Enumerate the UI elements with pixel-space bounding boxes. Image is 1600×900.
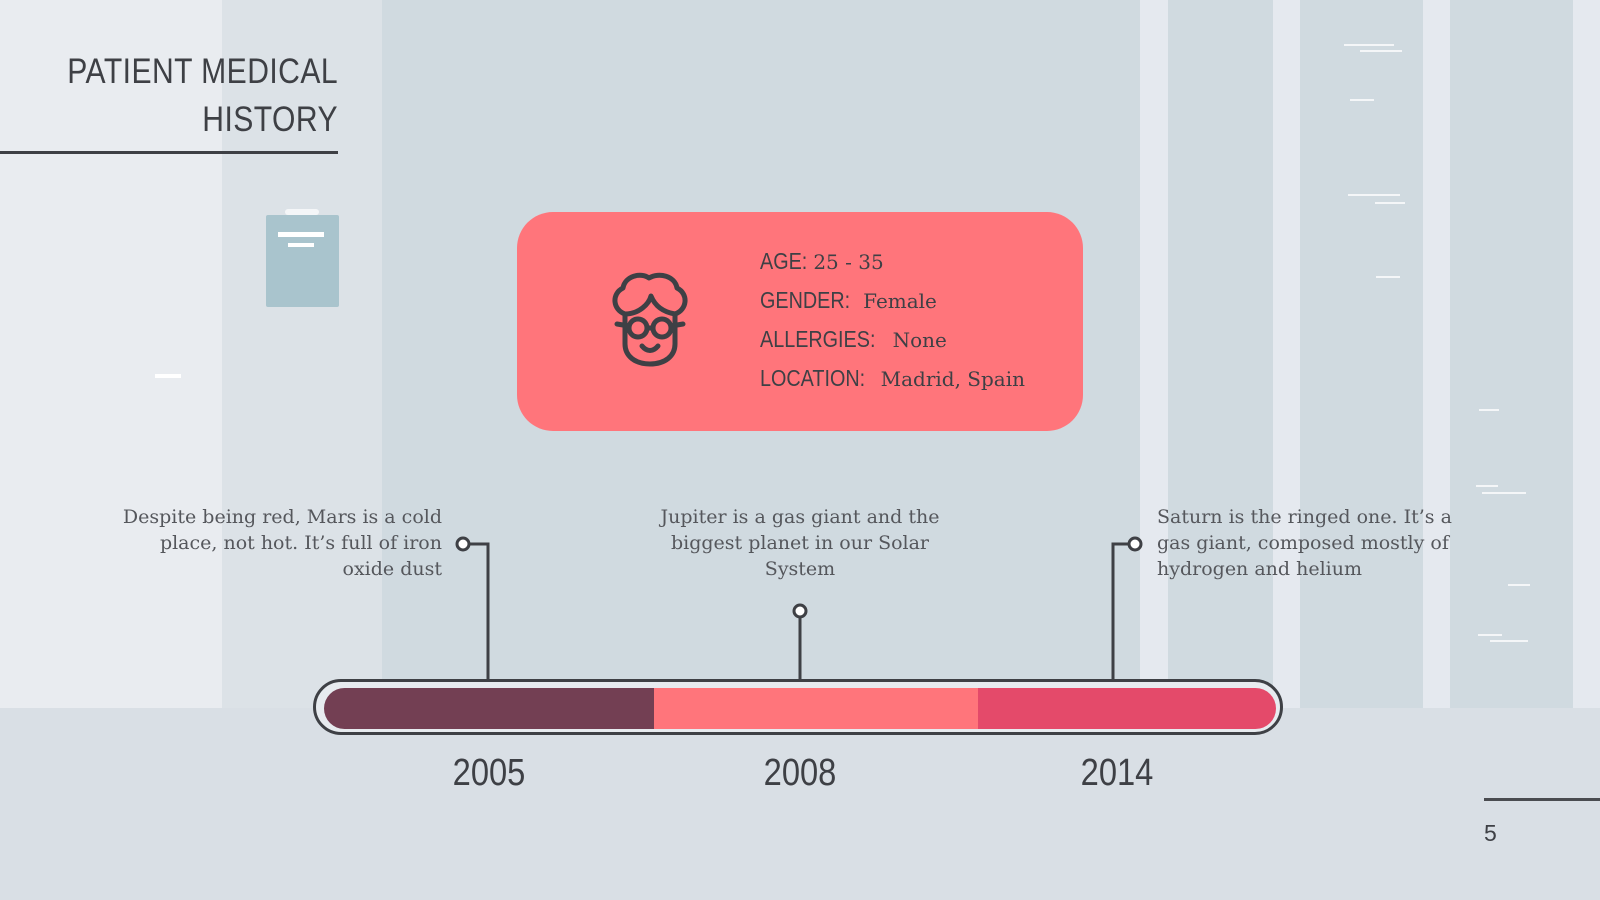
decorative-scratch <box>1344 44 1394 46</box>
field-value: Madrid, Spain <box>880 367 1026 391</box>
clipboard-clip <box>285 209 319 215</box>
connector-dot-2005 <box>455 536 471 552</box>
patient-age: AGE: 25 - 35 <box>760 242 1060 281</box>
decorative-scratch <box>1360 50 1402 52</box>
connector-dot-2014 <box>1127 536 1143 552</box>
timeline-year-2014: 2014 <box>1080 752 1154 794</box>
patient-info-card: AGE: 25 - 35 GENDER: Female ALLERGIES: N… <box>517 212 1083 431</box>
background-strip <box>1273 0 1300 708</box>
background-panel <box>1168 0 1273 708</box>
background-wall-left <box>0 0 222 708</box>
page-number-rule <box>1484 798 1600 801</box>
field-label: LOCATION: <box>760 365 866 391</box>
timeline-segment-2 <box>654 688 978 729</box>
decorative-scratch <box>1350 99 1374 101</box>
decorative-scratch <box>1482 492 1526 494</box>
clipboard-illustration <box>266 215 339 307</box>
background-panel <box>1300 0 1423 708</box>
decorative-scratch <box>1348 194 1400 196</box>
background-strip <box>1423 0 1450 708</box>
background-panel <box>1450 0 1573 708</box>
field-label: GENDER: <box>760 287 851 313</box>
timeline-year-2008: 2008 <box>763 752 837 794</box>
field-value: Female <box>863 289 937 313</box>
field-value: 25 - 35 <box>813 250 884 274</box>
slide-title: PATIENT MEDICAL HISTORY <box>67 52 338 139</box>
timeline-bar <box>324 688 1276 729</box>
timeline-segment-1 <box>324 688 654 729</box>
decorative-scratch <box>1479 409 1499 411</box>
patient-allergies: ALLERGIES: None <box>760 320 1060 359</box>
page-number: 5 <box>1484 820 1497 846</box>
timeline-year-2005: 2005 <box>452 752 526 794</box>
title-underline <box>0 151 338 154</box>
decorative-scratch <box>1490 640 1528 642</box>
background-strip <box>1140 0 1168 708</box>
patient-gender: GENDER: Female <box>760 281 1060 320</box>
connector-dot-2008 <box>792 603 808 619</box>
milestone-description-2014: Saturn is the ringed one. It’s a gas gia… <box>1157 506 1452 580</box>
decorative-dash <box>155 374 181 378</box>
clipboard-line <box>288 243 314 247</box>
milestone-description-2008: Jupiter is a gas giant and the biggest p… <box>660 506 940 580</box>
field-label: AGE: <box>760 248 808 274</box>
patient-details: AGE: 25 - 35 GENDER: Female ALLERGIES: N… <box>760 242 1060 398</box>
patient-location: LOCATION: Madrid, Spain <box>760 359 1060 398</box>
decorative-scratch <box>1376 276 1400 278</box>
background-strip <box>1573 0 1600 708</box>
field-value: None <box>892 328 947 352</box>
timeline-segment-3 <box>978 688 1276 729</box>
decorative-scratch <box>1478 634 1502 636</box>
field-label: ALLERGIES: <box>760 326 876 352</box>
milestone-description-2005: Despite being red, Mars is a cold place,… <box>122 506 442 580</box>
decorative-scratch <box>1508 584 1530 586</box>
background-wall-panel <box>222 0 382 708</box>
decorative-scratch <box>1476 485 1498 487</box>
decorative-scratch <box>1375 202 1405 204</box>
woman-with-glasses-icon <box>612 272 688 367</box>
background-floor <box>0 708 1600 900</box>
connector-2005 <box>469 542 490 680</box>
connector-2014 <box>1111 542 1129 680</box>
clipboard-line <box>278 232 324 237</box>
